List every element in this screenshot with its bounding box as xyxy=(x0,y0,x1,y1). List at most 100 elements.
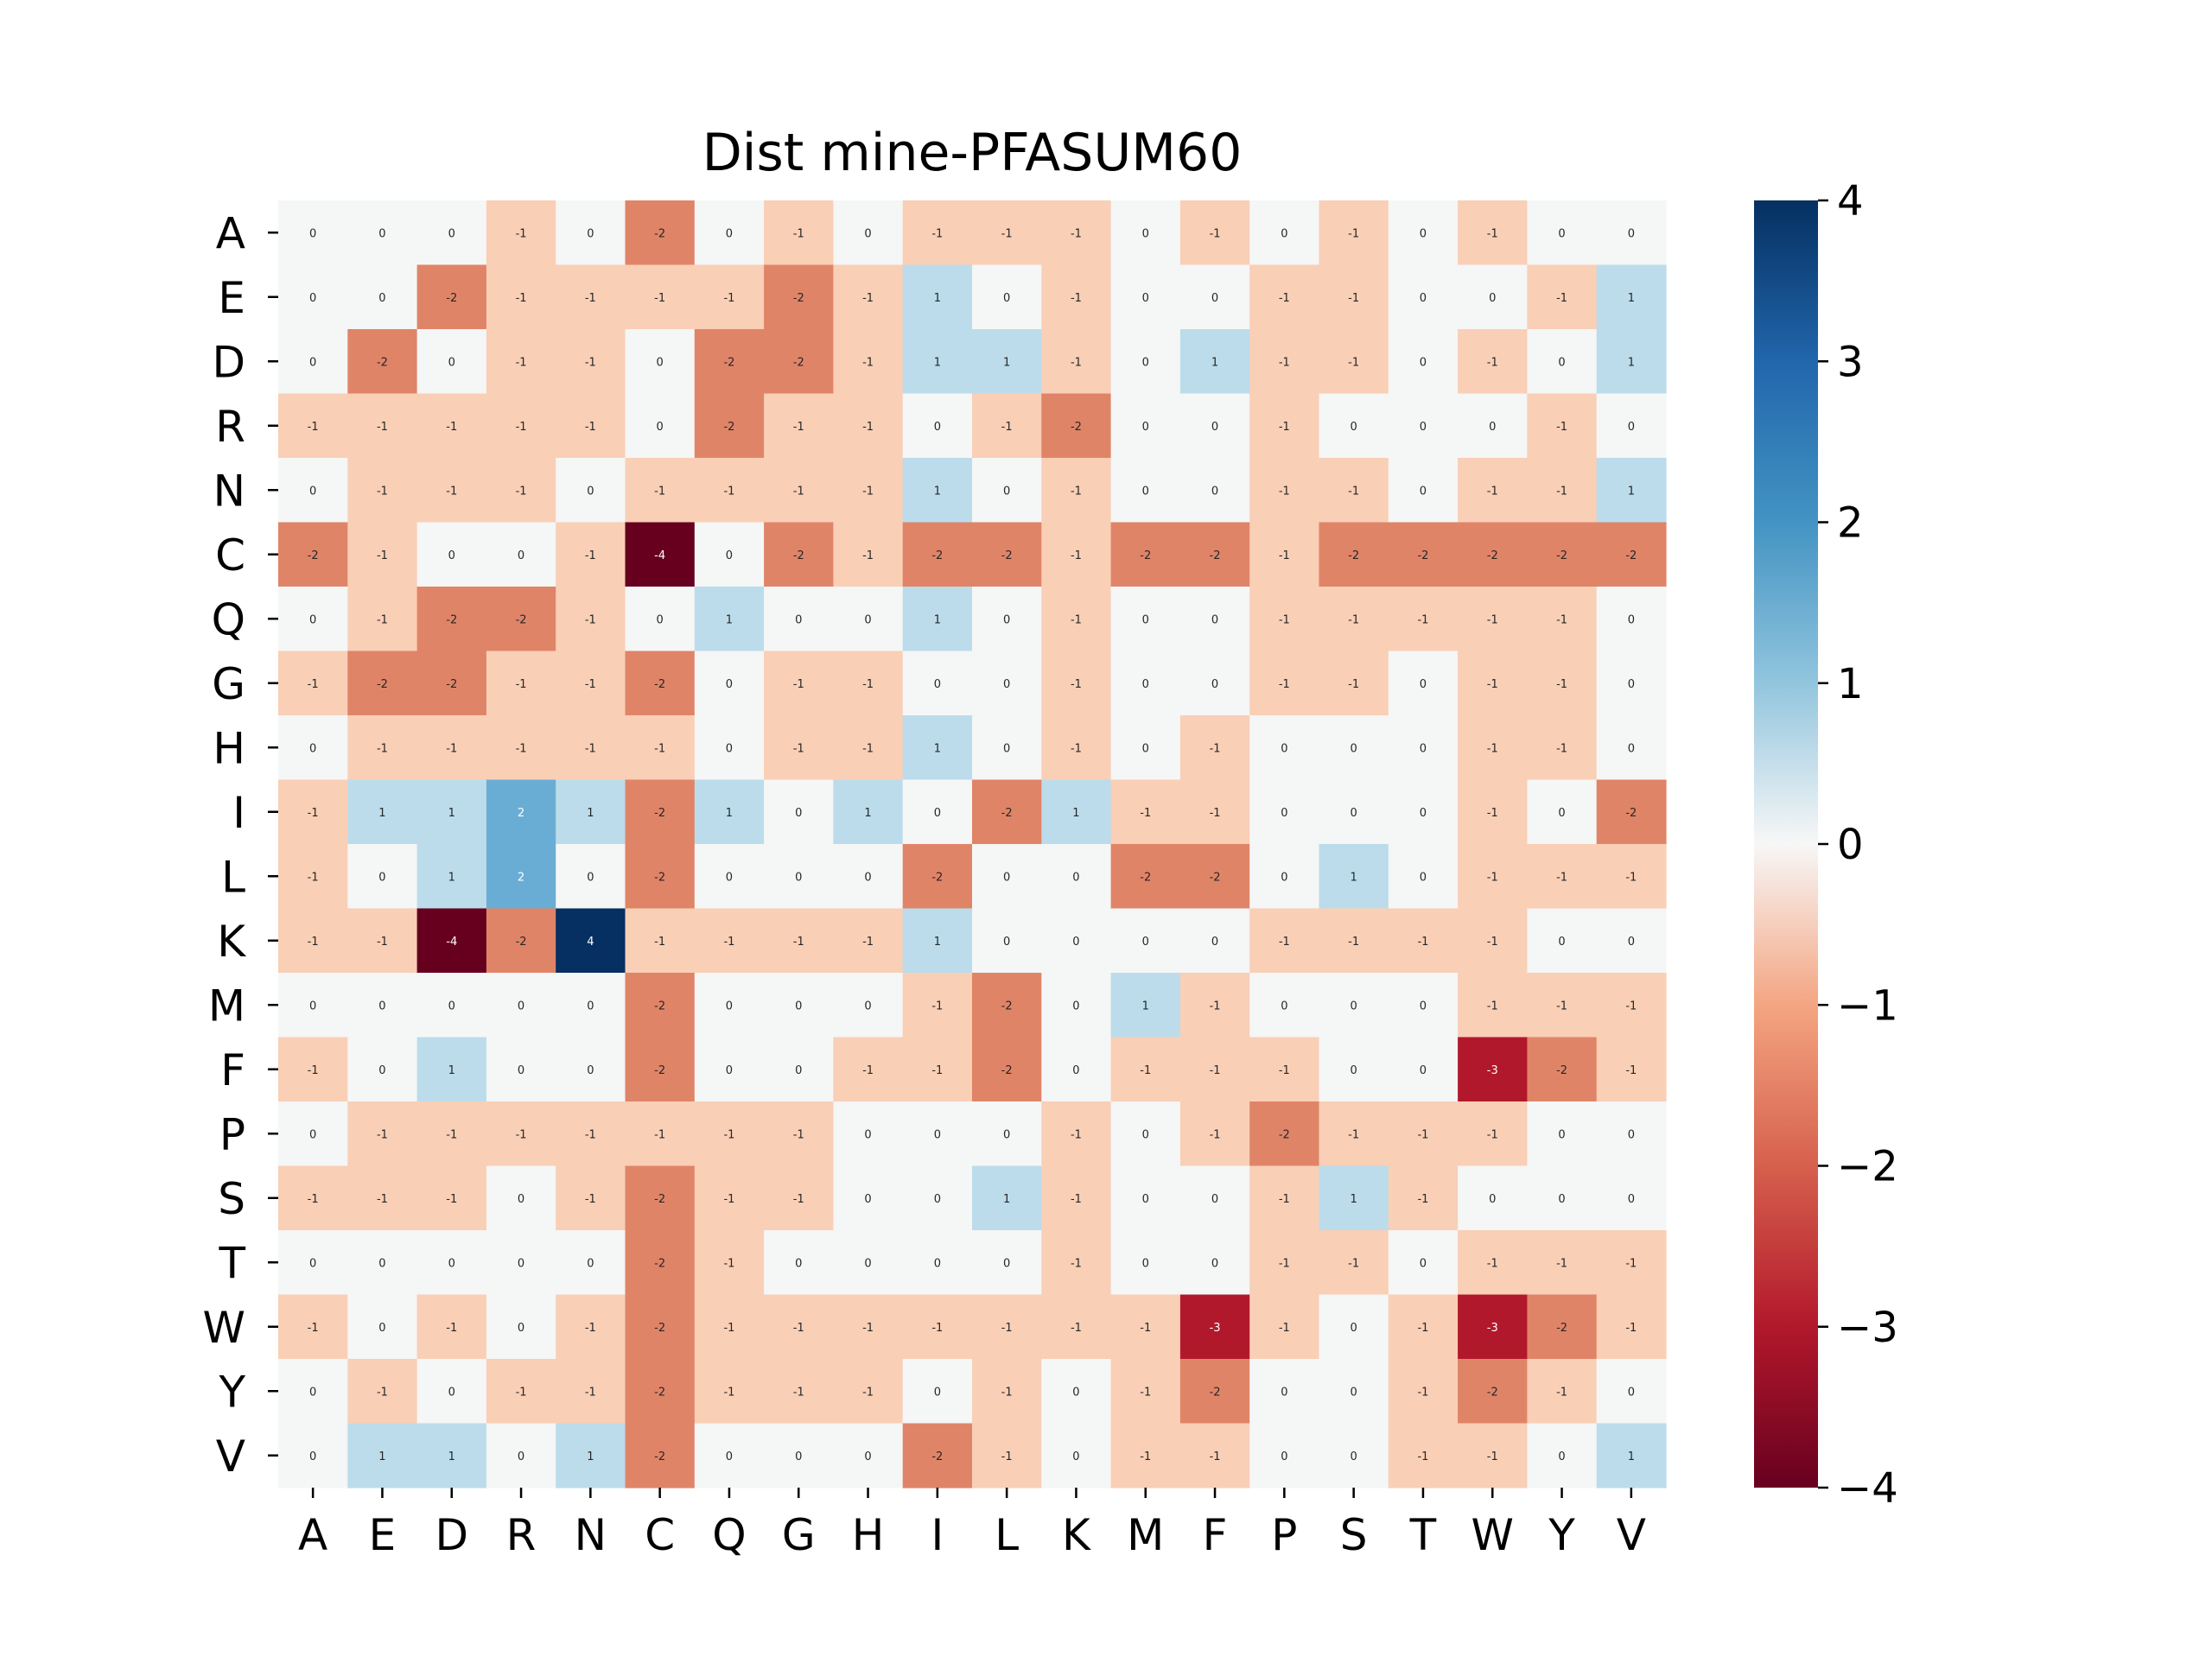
heatmap-cell xyxy=(1249,329,1320,395)
heatmap-cell xyxy=(556,651,626,716)
heatmap-cell-labels: 0 0 0 -1 0 -2 0 -1 0 -1 -1 -1 0 -1 0 -1 0 -1 0 0 0 0 -2 -1 -1 -1 -… xyxy=(308,227,1637,1463)
heatmap-cell xyxy=(1458,200,1528,266)
cell-value-label: -1 xyxy=(1071,1322,1082,1335)
cell-value-label: -1 xyxy=(1210,227,1221,240)
heatmap-cell xyxy=(347,458,418,524)
cell-value-label: 0 xyxy=(309,1257,316,1270)
heatmap-cell xyxy=(486,522,556,587)
heatmap-cell xyxy=(1249,200,1320,266)
heatmap-cell xyxy=(1458,1165,1528,1231)
heatmap-cell xyxy=(1527,1101,1598,1167)
cell-value-label: 0 xyxy=(1211,936,1218,949)
heatmap-cell xyxy=(972,651,1042,716)
cell-value-label: -2 xyxy=(1001,807,1013,820)
cell-value-label: -2 xyxy=(1625,807,1637,820)
heatmap-cell xyxy=(1179,844,1250,910)
heatmap-cell xyxy=(1319,1359,1389,1425)
heatmap-cell xyxy=(1249,1423,1320,1488)
cell-value-label: 0 xyxy=(1628,742,1635,755)
heatmap-cell xyxy=(764,715,834,781)
cell-value-label: 0 xyxy=(1142,356,1149,369)
heatmap-cell xyxy=(1041,458,1112,524)
cell-value-label: -1 xyxy=(1417,936,1428,949)
heatmap-cell xyxy=(1388,973,1459,1038)
heatmap-cell xyxy=(416,458,487,524)
cell-value-label: 0 xyxy=(518,1322,524,1335)
heatmap-cell xyxy=(1388,651,1459,716)
heatmap-cell xyxy=(1319,393,1389,459)
heatmap-cell xyxy=(1319,779,1389,845)
cell-value-label: 1 xyxy=(448,807,455,820)
cell-value-label: 0 xyxy=(1558,1450,1565,1463)
cell-value-label: 0 xyxy=(448,1386,455,1399)
cell-value-label: -2 xyxy=(1279,1128,1290,1141)
heatmap-cell xyxy=(902,908,973,974)
heatmap-cell xyxy=(556,779,626,845)
heatmap-cell xyxy=(625,522,696,587)
cell-value-label: -1 xyxy=(1279,1193,1290,1206)
heatmap-cell xyxy=(902,1037,973,1102)
heatmap-cell xyxy=(972,522,1042,587)
heatmap-cell xyxy=(764,1101,834,1167)
heatmap-cell xyxy=(278,1423,348,1488)
cell-value-label: -1 xyxy=(1487,807,1498,820)
cell-value-label: 0 xyxy=(657,356,664,369)
heatmap-cell xyxy=(833,200,904,266)
heatmap-cell xyxy=(486,1423,556,1488)
cell-value-label: 1 xyxy=(1211,356,1218,369)
cell-value-label: -1 xyxy=(793,485,804,498)
heatmap-cell xyxy=(347,1101,418,1167)
heatmap-cell xyxy=(1527,1359,1598,1425)
cell-value-label: 0 xyxy=(1211,678,1218,691)
cell-value-label: 1 xyxy=(934,485,941,498)
cell-value-label: -1 xyxy=(377,936,388,949)
heatmap-cell xyxy=(1179,1037,1250,1102)
cell-value-label: 0 xyxy=(1072,1000,1079,1012)
heatmap-cell xyxy=(1110,1359,1181,1425)
heatmap-cell xyxy=(1041,1230,1112,1296)
heatmap-cell xyxy=(972,264,1042,330)
heatmap-cell xyxy=(694,1230,765,1296)
cell-value-label: -1 xyxy=(585,356,596,369)
cell-value-label: -1 xyxy=(1001,1322,1013,1335)
cell-value-label: 0 xyxy=(378,227,385,240)
cell-value-label: -1 xyxy=(723,1386,734,1399)
cell-value-label: -1 xyxy=(1279,356,1290,369)
heatmap-cell xyxy=(1041,522,1112,587)
cell-value-label: 0 xyxy=(726,1450,733,1463)
heatmap-cell xyxy=(556,1101,626,1167)
heatmap-cell xyxy=(416,200,487,266)
heatmap-cell xyxy=(1319,458,1389,524)
heatmap-cell xyxy=(625,1165,696,1231)
cell-value-label: -1 xyxy=(1556,678,1567,691)
heatmap-cell xyxy=(1249,1165,1320,1231)
cell-value-label: -1 xyxy=(1279,485,1290,498)
cell-value-label: 0 xyxy=(1003,1257,1010,1270)
cell-value-label: 0 xyxy=(1351,1386,1357,1399)
cell-value-label: 1 xyxy=(448,1450,455,1463)
cell-value-label: -1 xyxy=(585,421,596,434)
heatmap-cell xyxy=(556,973,626,1038)
heatmap-cell xyxy=(1041,264,1112,330)
cell-value-label: -1 xyxy=(862,936,874,949)
cell-value-label: -1 xyxy=(1487,1450,1498,1463)
cell-value-label: -2 xyxy=(1556,549,1567,562)
cell-value-label: -1 xyxy=(1556,485,1567,498)
heatmap-cell xyxy=(1179,908,1250,974)
cell-value-label: 0 xyxy=(1003,613,1010,626)
heatmap-cell xyxy=(625,651,696,716)
cell-value-label: -1 xyxy=(377,613,388,626)
heatmap-cell xyxy=(694,393,765,459)
cell-value-label: -1 xyxy=(308,421,319,434)
cell-value-label: 1 xyxy=(1351,871,1357,884)
heatmap-cell xyxy=(278,393,348,459)
y-tick-label: A xyxy=(216,208,245,258)
cell-value-label: 1 xyxy=(934,936,941,949)
cell-value-label: 0 xyxy=(1072,936,1079,949)
heatmap-cell xyxy=(625,973,696,1038)
cell-value-label: -1 xyxy=(446,1322,457,1335)
heatmap-cell xyxy=(486,587,556,652)
heatmap-cell xyxy=(278,1294,348,1360)
